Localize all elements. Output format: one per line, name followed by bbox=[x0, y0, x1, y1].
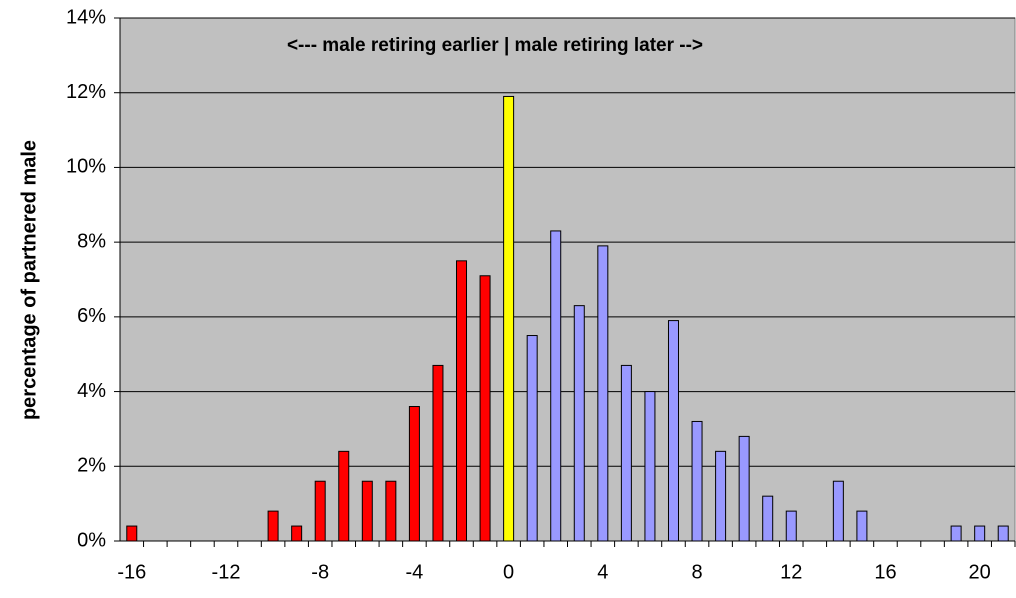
y-tick-label: 4% bbox=[77, 380, 106, 402]
bar bbox=[314, 480, 326, 542]
bar bbox=[456, 260, 468, 542]
bar bbox=[503, 95, 515, 542]
bar bbox=[573, 305, 585, 542]
x-tick-label: -16 bbox=[117, 561, 146, 583]
bar bbox=[856, 510, 868, 542]
x-tick-label: 4 bbox=[597, 561, 608, 583]
bar bbox=[597, 245, 609, 542]
x-tick-label: 16 bbox=[874, 561, 896, 583]
bar bbox=[997, 525, 1009, 542]
bar bbox=[785, 510, 797, 542]
bar bbox=[267, 510, 279, 542]
bar bbox=[667, 320, 679, 542]
bar bbox=[526, 335, 538, 542]
bar bbox=[126, 525, 138, 542]
bar bbox=[620, 364, 632, 542]
y-tick-label: 12% bbox=[66, 81, 106, 103]
bar bbox=[291, 525, 303, 542]
y-axis-label: percentage of partnered male bbox=[18, 140, 40, 420]
x-tick-label: 12 bbox=[780, 561, 802, 583]
bar bbox=[361, 480, 373, 542]
x-tick-label: -12 bbox=[212, 561, 241, 583]
bar bbox=[385, 480, 397, 542]
bar bbox=[479, 275, 491, 542]
y-tick-label: 8% bbox=[77, 230, 106, 252]
bar bbox=[432, 364, 444, 542]
bar bbox=[974, 525, 986, 542]
bar bbox=[550, 230, 562, 542]
bar bbox=[691, 420, 703, 542]
bar bbox=[338, 450, 350, 542]
y-tick-label: 2% bbox=[77, 455, 106, 477]
bar bbox=[644, 391, 656, 542]
bar bbox=[715, 450, 727, 542]
bar bbox=[408, 406, 420, 542]
x-tick-label: 8 bbox=[691, 561, 702, 583]
x-tick-label: 0 bbox=[503, 561, 514, 583]
x-tick-label: -8 bbox=[311, 561, 329, 583]
bar bbox=[738, 435, 750, 542]
x-tick-label: -4 bbox=[406, 561, 424, 583]
plot-area bbox=[119, 17, 1016, 542]
y-tick-label: 0% bbox=[77, 529, 106, 551]
bar bbox=[762, 495, 774, 542]
bar bbox=[950, 525, 962, 542]
y-tick-label: 6% bbox=[77, 305, 106, 327]
bar bbox=[832, 480, 844, 542]
y-tick-label: 14% bbox=[66, 6, 106, 28]
y-tick-label: 10% bbox=[66, 156, 106, 178]
annotation: <--- male retiring earlier | male retiri… bbox=[287, 35, 703, 56]
x-tick-label: 20 bbox=[969, 561, 991, 583]
